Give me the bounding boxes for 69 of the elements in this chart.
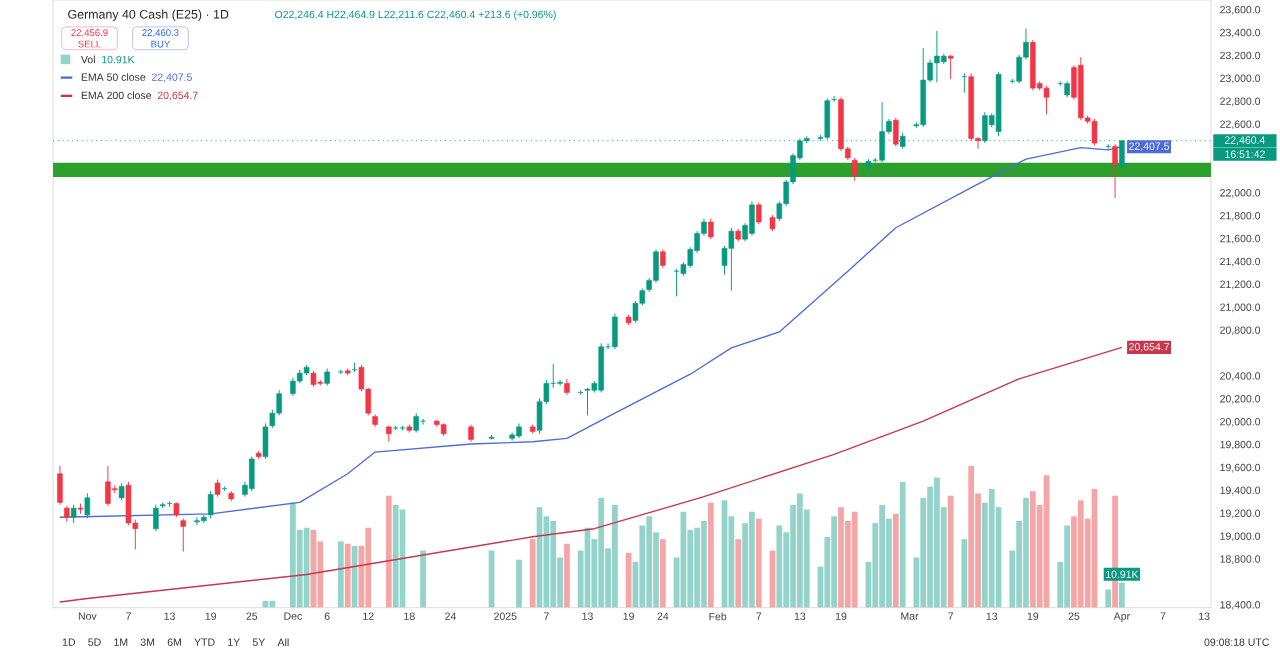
candlestick — [728, 227, 735, 292]
bar — [735, 539, 742, 608]
bar — [1023, 498, 1029, 608]
bar — [529, 539, 536, 608]
bar — [797, 493, 803, 608]
candlestick — [934, 30, 940, 83]
bar — [879, 504, 885, 608]
candlestick — [1112, 143, 1118, 199]
bar — [365, 527, 372, 608]
candlestick — [660, 249, 666, 269]
candlestick — [584, 387, 591, 416]
bar — [1105, 589, 1112, 608]
candlestick — [1043, 85, 1050, 116]
bar — [961, 539, 968, 608]
candlestick — [413, 412, 419, 434]
candlestick — [249, 456, 255, 492]
candlestick — [153, 504, 159, 532]
bar — [290, 502, 296, 608]
candlestick — [70, 504, 77, 524]
candlestick — [57, 465, 63, 506]
bar — [892, 514, 899, 608]
bar — [707, 502, 714, 608]
bar — [646, 516, 653, 608]
bar — [694, 527, 700, 608]
bar — [612, 504, 618, 608]
bar — [337, 541, 344, 608]
candlestick — [749, 201, 755, 237]
bar — [1119, 582, 1125, 608]
bar — [385, 495, 392, 608]
bar — [598, 498, 605, 608]
candlestick — [756, 202, 762, 225]
candlestick — [420, 418, 426, 426]
bar — [420, 550, 426, 608]
candlestick — [947, 54, 954, 80]
bar — [851, 511, 858, 608]
candlestick — [1030, 39, 1036, 91]
candlestick — [708, 218, 714, 240]
bar — [776, 525, 783, 608]
bar — [831, 516, 838, 608]
candlestick — [180, 518, 187, 553]
bar — [659, 539, 666, 608]
candlestick — [653, 249, 659, 284]
bar — [564, 543, 570, 608]
bar — [344, 543, 351, 608]
candlestick — [290, 377, 296, 397]
candlestick — [612, 313, 618, 350]
line-series — [59, 146, 1123, 519]
bar — [934, 477, 940, 608]
candlestick — [598, 342, 604, 394]
bar — [838, 507, 844, 608]
bar — [755, 518, 762, 608]
bar — [1029, 491, 1036, 608]
bar — [899, 482, 906, 608]
bar — [516, 559, 522, 608]
bar — [968, 466, 975, 608]
candlestick — [893, 117, 899, 148]
bar — [392, 504, 399, 608]
candlestick — [84, 492, 91, 519]
candlestick — [920, 47, 926, 128]
bar — [1064, 525, 1070, 608]
bar — [701, 520, 707, 608]
bar — [550, 520, 557, 608]
candlestick — [105, 465, 111, 507]
candlestick — [207, 490, 214, 519]
bar — [749, 511, 755, 608]
bar — [1077, 500, 1084, 608]
candlestick — [1091, 118, 1098, 146]
bar — [269, 600, 276, 608]
bar — [988, 488, 995, 608]
